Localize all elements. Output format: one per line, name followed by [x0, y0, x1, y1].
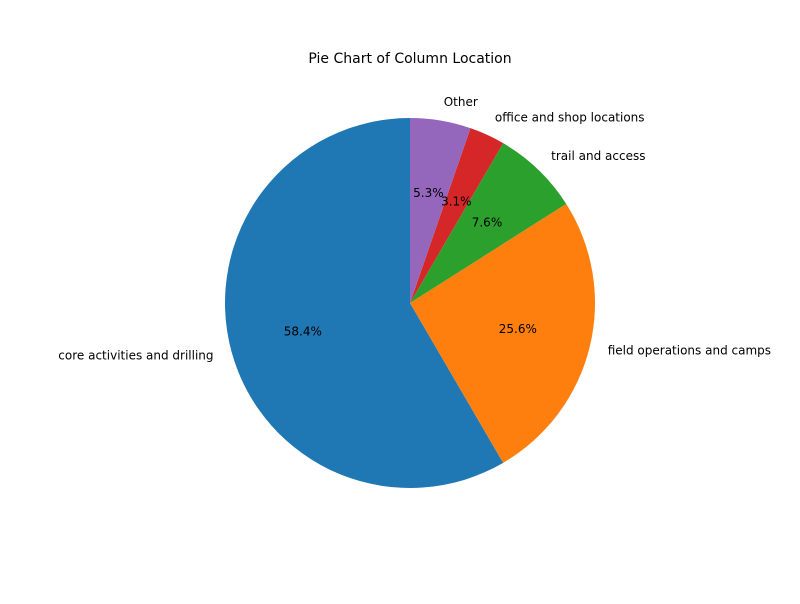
chart-title: Pie Chart of Column Location [308, 51, 511, 67]
slice-percent-other: 5.3% [413, 186, 444, 200]
pie-slices [225, 118, 596, 488]
slice-label-trail-and-access: trail and access [551, 149, 645, 163]
slice-label-core-activities-and-drilling: core activities and drilling [58, 349, 213, 363]
pie-slice-core-activities-and-drilling [225, 118, 504, 488]
slice-label-field-operations-and-camps: field operations and camps [608, 344, 771, 358]
pie-labels: core activities and drilling 58.4% field o… [58, 95, 771, 363]
slice-label-other: Other [444, 95, 478, 109]
slice-percent-trail-and-access: 7.6% [472, 216, 503, 230]
slice-label-office-and-shop-locations: office and shop locations [495, 111, 645, 125]
slice-percent-field-operations-and-camps: 25.6% [499, 322, 537, 336]
slice-percent-office-and-shop-locations: 3.1% [441, 195, 472, 209]
pie-slice-office-and-shop-locations [410, 128, 504, 303]
pie-slice-trail-and-access [410, 143, 567, 303]
pie-slice-other [410, 118, 471, 303]
pie-slice-field-operations-and-camps [410, 203, 596, 463]
slice-percent-core-activities-and-drilling: 58.4% [284, 324, 322, 338]
